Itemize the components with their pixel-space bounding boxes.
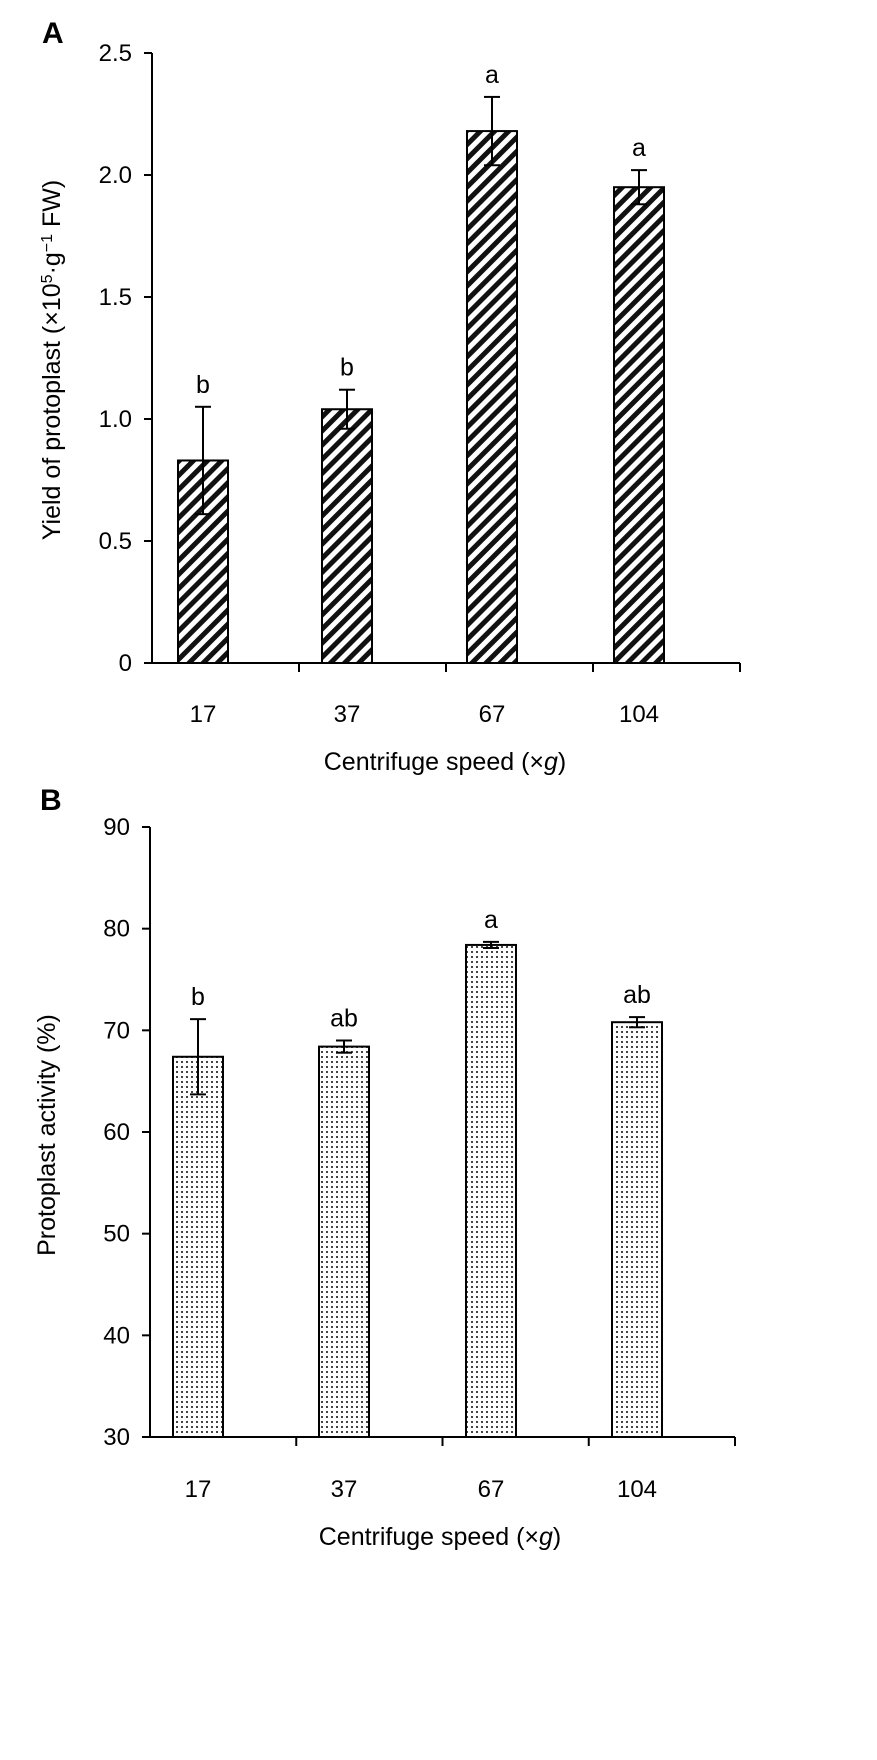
panel-a-y-axis-title: Yield of protoplast (×105·g−1 FW) <box>38 180 66 540</box>
panel-b-bar <box>611 1021 663 1438</box>
panel-a-plot-area: 0 0.5 1.0 1.5 2.0 2.5 b 17 b 37 a 67 a 104 <box>99 40 741 728</box>
panel-a-x-tick-label: 67 <box>479 701 506 728</box>
panel-a-bar <box>613 186 665 664</box>
panel-b-x-tick-label: 104 <box>617 1476 657 1503</box>
panel-b-x-tick-label: 17 <box>185 1476 212 1503</box>
panel-b-y-tick-label: 70 <box>103 1017 130 1044</box>
panel-b-bar <box>465 943 517 1439</box>
panel-b-significance-label: ab <box>330 1005 358 1033</box>
panel-b: B Protoplast activity (%) Centrifuge spe… <box>33 784 736 1551</box>
panel-b-significance-label: b <box>191 983 205 1011</box>
panel-b-significance-label: ab <box>623 981 651 1009</box>
panel-a-y-tick-label: 1.5 <box>99 284 132 311</box>
panel-b-significance-label: a <box>484 906 498 934</box>
panel-a-letter: A <box>42 17 64 50</box>
panel-a-significance-label: a <box>632 134 646 162</box>
panel-b-y-tick-label: 60 <box>103 1119 130 1146</box>
panel-a-significance-label: b <box>340 354 354 382</box>
panel-b-x-tick-label: 37 <box>331 1476 358 1503</box>
panel-b-letter: B <box>40 784 62 817</box>
panel-b-y-axis-title: Protoplast activity (%) <box>33 1014 61 1256</box>
panel-a-x-tick-label: 104 <box>619 701 659 728</box>
panel-a-x-axis-title: Centrifuge speed (×g) <box>324 748 567 776</box>
panel-a-y-tick-label: 2.0 <box>99 162 132 189</box>
panel-b-y-tick-label: 30 <box>103 1424 130 1451</box>
panel-b-y-tick-label: 80 <box>103 916 130 943</box>
panel-b-bar <box>318 1045 370 1438</box>
panel-a-x-tick-label: 17 <box>190 701 217 728</box>
panel-b-bar <box>172 1055 224 1439</box>
panel-b-x-tick-label: 67 <box>478 1476 505 1503</box>
panel-b-y-tick-label: 50 <box>103 1221 130 1248</box>
panel-b-x-axis-title: Centrifuge speed (×g) <box>319 1523 562 1551</box>
panel-b-y-tick-label: 40 <box>103 1322 130 1349</box>
panel-a-y-tick-label: 2.5 <box>99 40 132 67</box>
panel-a-y-tick-label: 1.0 <box>99 406 132 433</box>
panel-a-y-tick-label: 0 <box>119 650 132 677</box>
panel-a-significance-label: a <box>485 61 499 89</box>
panel-a-bar <box>466 130 518 664</box>
panel-b-plot-area: 30 40 50 60 70 80 90 b 17 ab 37 a 67 ab 104 <box>103 814 736 1503</box>
panel-a-bar <box>321 408 373 664</box>
panel-b-y-tick-label: 90 <box>103 814 130 841</box>
panel-a-significance-label: b <box>196 371 210 399</box>
panel-a-y-tick-label: 0.5 <box>99 528 132 555</box>
panel-a-x-tick-label: 37 <box>334 701 361 728</box>
panel-a: A Yield of protoplast (×105·g−1 FW) Cent… <box>38 17 741 776</box>
